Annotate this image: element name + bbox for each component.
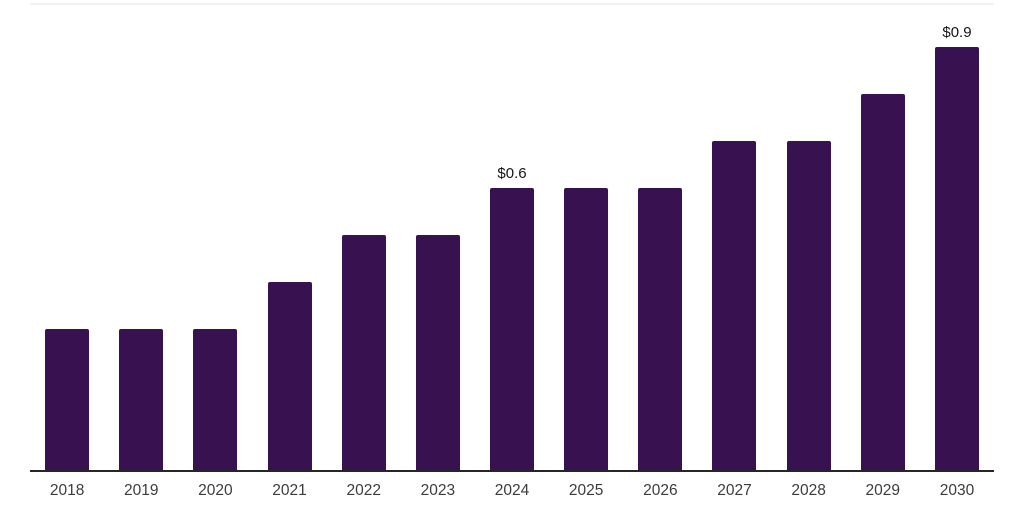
x-tick-label-2029: 2029 xyxy=(865,482,901,499)
bar-slot-2021 xyxy=(252,5,326,470)
plot-area: $0.6 $0.9 xyxy=(30,3,994,472)
bar-slot-2023 xyxy=(401,5,475,470)
data-label-2024: $0.6 xyxy=(497,165,527,182)
bar-2030 xyxy=(934,47,979,470)
bar-2019 xyxy=(119,329,164,470)
x-tick-label-2028: 2028 xyxy=(791,482,826,499)
bar-2027 xyxy=(712,141,757,470)
bar-slot-2027 xyxy=(697,5,771,470)
bar-2029 xyxy=(860,94,905,470)
bar-2022 xyxy=(341,235,386,470)
x-tick-label-2027: 2027 xyxy=(717,482,752,499)
x-tick-label-2018: 2018 xyxy=(49,482,85,499)
x-tick-label-2024: 2024 xyxy=(494,482,530,499)
bar-2020 xyxy=(193,329,238,470)
bar-2025 xyxy=(564,188,609,470)
bar-slot-2024: $0.6 xyxy=(475,5,549,470)
x-axis: 2018 2019 2020 2021 2022 2023 2024 2025 2026 2027… xyxy=(30,472,994,500)
bar-slot-2029 xyxy=(846,5,920,470)
bar-2026 xyxy=(638,188,683,470)
bar-2023 xyxy=(415,235,460,470)
x-tick-label-2021: 2021 xyxy=(272,482,307,499)
x-tick-label-2019: 2019 xyxy=(123,482,159,499)
x-tick-label-2023: 2023 xyxy=(420,482,456,499)
x-tick-label-2022: 2022 xyxy=(346,482,381,499)
bar-slot-2030: $0.9 xyxy=(920,5,994,470)
bar-chart: $0.6 $0.9 2018 2019 2020 2021 2022 2023 2024 202… xyxy=(30,3,994,500)
bar-2021 xyxy=(267,282,312,470)
bar-slot-2025 xyxy=(549,5,623,470)
bar-2018 xyxy=(45,329,90,470)
bar-slot-2019 xyxy=(104,5,178,470)
bar-slot-2022 xyxy=(327,5,401,470)
x-tick-label-2020: 2020 xyxy=(198,482,233,499)
data-label-2030: $0.9 xyxy=(942,24,972,41)
bar-slot-2020 xyxy=(178,5,252,470)
bar-2028 xyxy=(786,141,831,470)
bar-slot-2018 xyxy=(30,5,104,470)
bar-2024 xyxy=(490,188,535,470)
x-tick-label-2025: 2025 xyxy=(568,482,604,499)
bar-slot-2028 xyxy=(772,5,846,470)
bar-slot-2026 xyxy=(623,5,697,470)
x-tick-label-2026: 2026 xyxy=(643,482,678,499)
x-tick-label-2030: 2030 xyxy=(939,482,975,499)
